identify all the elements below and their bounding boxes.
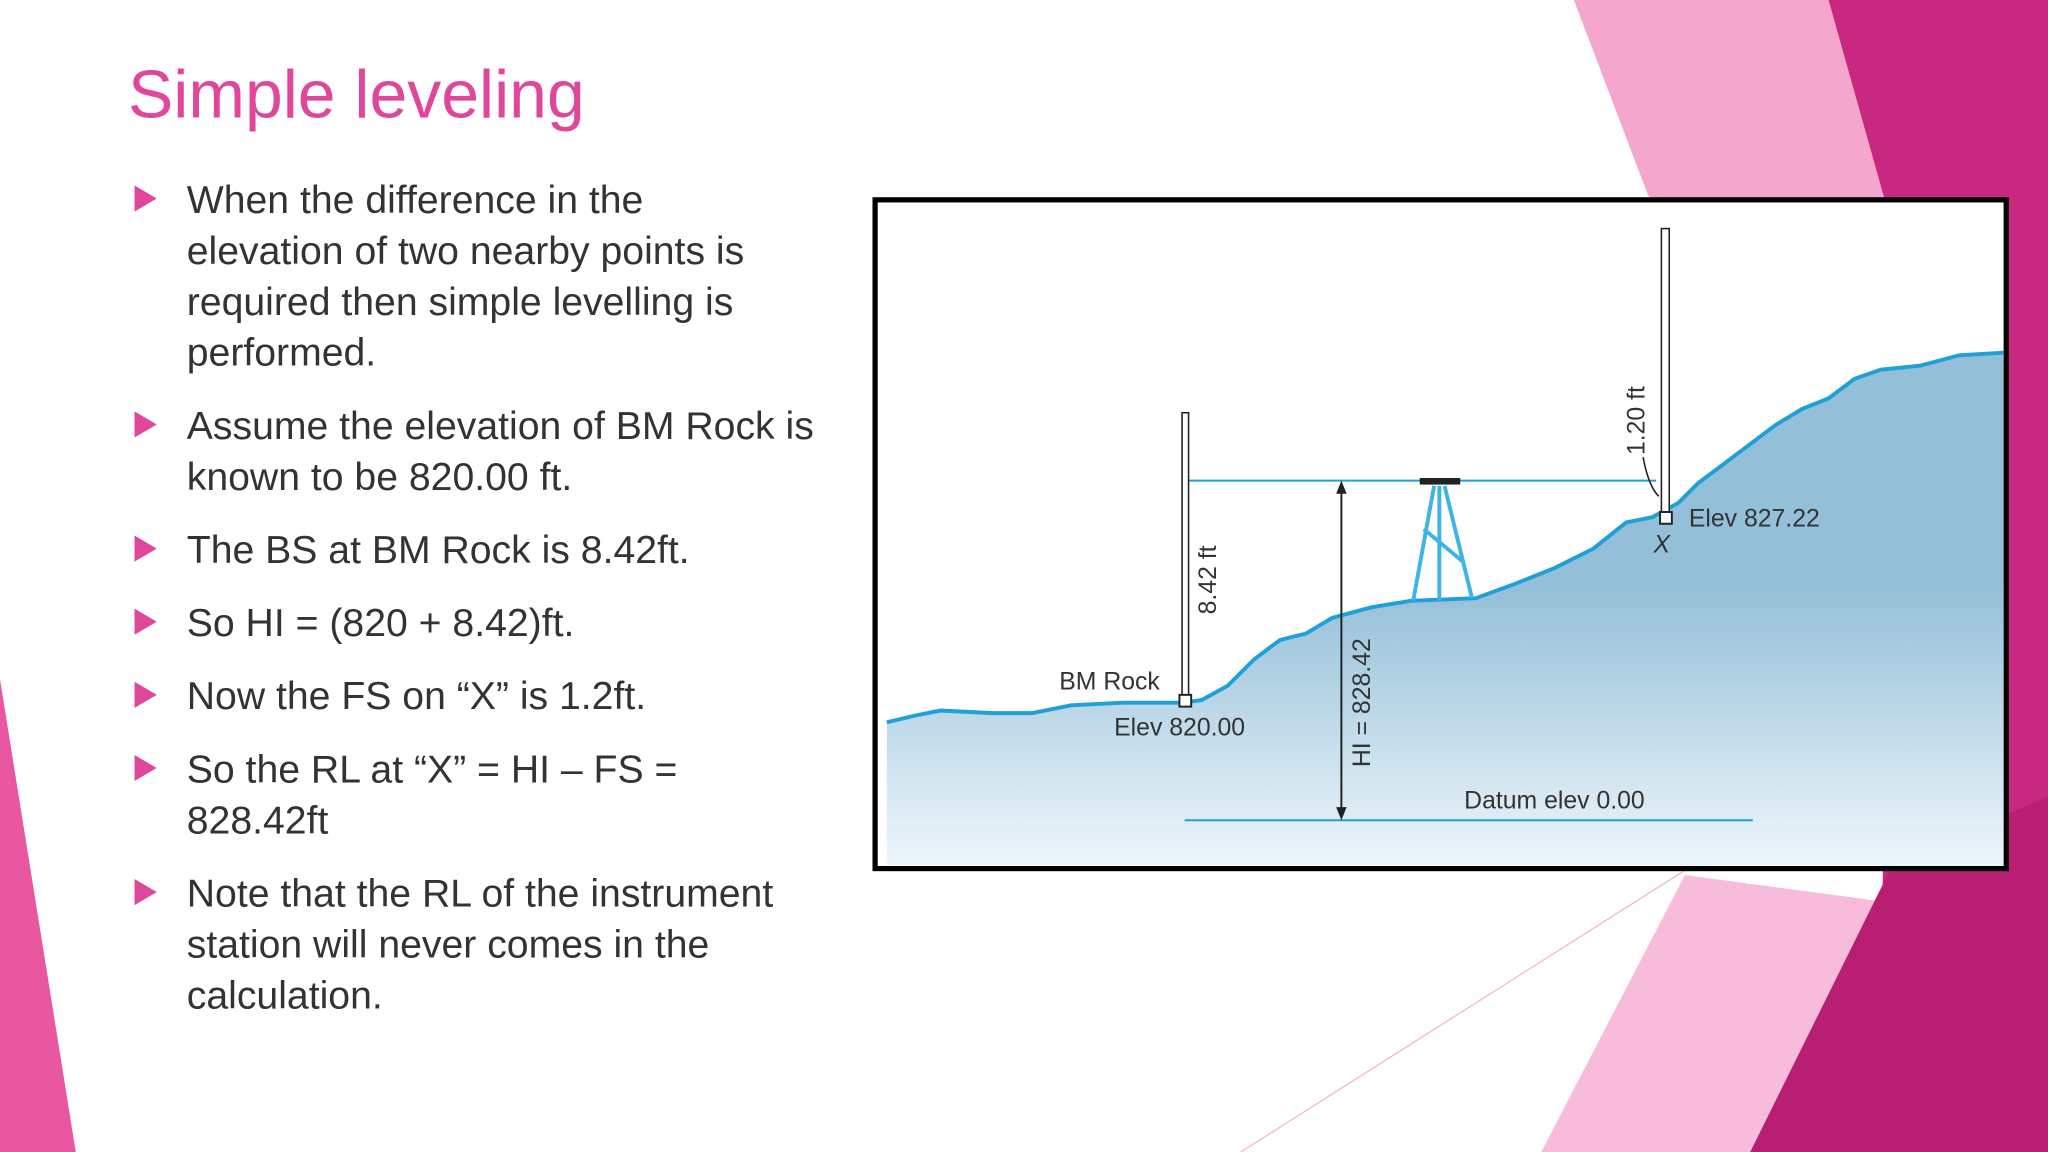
diagram-label: Datum elev 0.00 bbox=[1464, 787, 1645, 814]
point-marker bbox=[1178, 693, 1193, 708]
bullet-text: performed. bbox=[187, 332, 376, 375]
bullet-list: When the difference in the elevation of t… bbox=[134, 179, 814, 1017]
diagram-label: Elev 827.22 bbox=[1689, 505, 1820, 532]
tripod bbox=[1411, 485, 1474, 602]
diagram-label: 8.42 ft bbox=[1195, 545, 1222, 614]
bullet-marker bbox=[134, 681, 157, 708]
foresight-pointer bbox=[1642, 457, 1660, 497]
bullet-text: Note that the RL of the instrument bbox=[187, 872, 774, 915]
bullet-text: So HI = (820 + 8.42)ft. bbox=[187, 602, 575, 645]
diagram-label: Elev 820.00 bbox=[1114, 714, 1245, 741]
slide-title: Simple leveling bbox=[128, 58, 585, 133]
level-rod bbox=[1181, 411, 1190, 701]
diagram-label: 1.20 ft bbox=[1623, 386, 1650, 455]
ground-area bbox=[886, 352, 2004, 866]
bullet-marker bbox=[134, 411, 157, 438]
bullet-text: station will never comes in the bbox=[187, 923, 710, 966]
arrow-head bbox=[1336, 480, 1347, 494]
bullet-text: The BS at BM Rock is 8.42ft. bbox=[187, 529, 690, 572]
level-instrument bbox=[1419, 478, 1461, 485]
diagram-label: HI = 828.42 bbox=[1349, 638, 1376, 767]
bullet-text: required then simple levelling is bbox=[187, 281, 734, 324]
bullet-marker bbox=[134, 535, 157, 562]
diagram: BM Rock Elev 820.00 8.42 ft HI = 828.42 … bbox=[872, 197, 2009, 872]
bullet-marker bbox=[134, 185, 157, 212]
diagram-label: X bbox=[1653, 531, 1672, 558]
decor-shape bbox=[1750, 796, 2048, 1152]
bullet-marker bbox=[134, 754, 157, 782]
diagram-label: BM Rock bbox=[1059, 669, 1160, 696]
bullet-text: calculation. bbox=[187, 974, 383, 1017]
level-rod bbox=[1660, 227, 1671, 516]
ground-line bbox=[886, 350, 2004, 725]
bullet-text: Assume the elevation of BM Rock is bbox=[187, 405, 814, 448]
decor-line bbox=[1240, 861, 1699, 1152]
bullet-text: known to be 820.00 ft. bbox=[187, 456, 572, 499]
bullet-marker bbox=[134, 879, 157, 906]
point-marker bbox=[1659, 511, 1673, 525]
bullet-text: Now the FS on “X” is 1.2ft. bbox=[187, 675, 646, 718]
arrow-head bbox=[1336, 807, 1347, 821]
bullet-text: So the RL at “X” = HI – FS = bbox=[187, 748, 678, 791]
bullet-text: elevation of two nearby points is bbox=[187, 230, 744, 273]
bullet-marker bbox=[134, 608, 157, 635]
bullet-text: 828.42ft bbox=[187, 799, 329, 842]
bullet-text: When the difference in the bbox=[187, 179, 644, 222]
